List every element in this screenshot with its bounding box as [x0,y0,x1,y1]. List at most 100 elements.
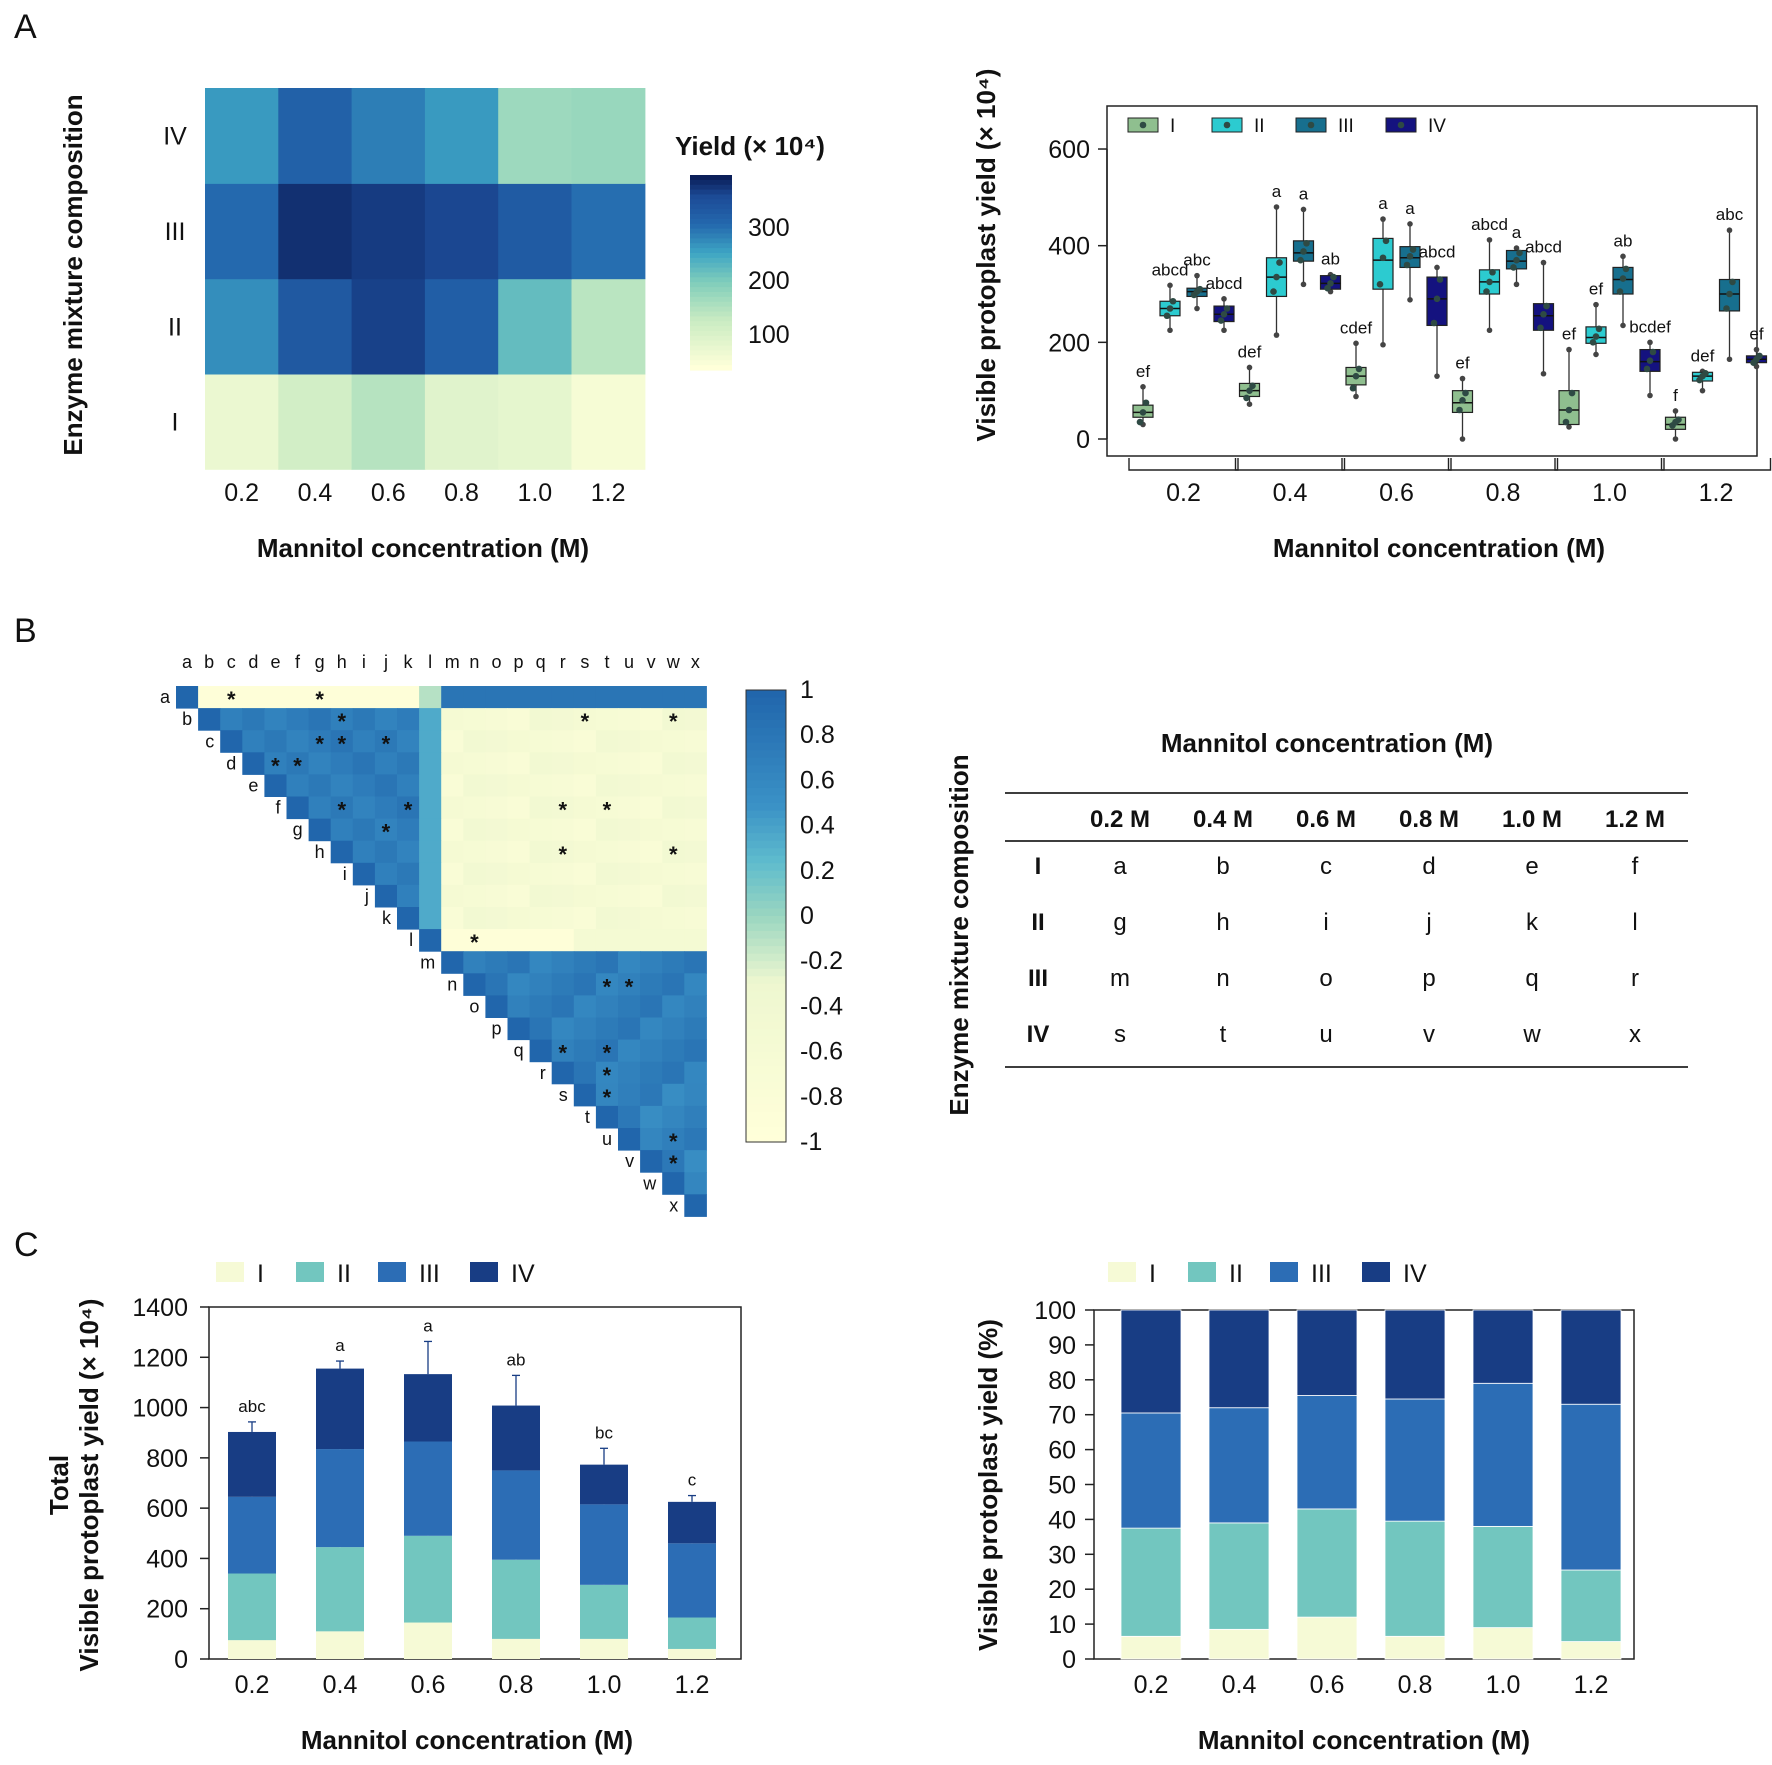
stacked-y-tick-label: 600 [146,1495,188,1523]
stacked-y-axis-title-2: Visible protoplast yield (× 10⁴) [74,1299,104,1672]
colorbar-step [746,1081,786,1090]
box-point [1433,295,1441,303]
correlation-cell [573,951,597,974]
correlation-cell [441,907,464,930]
table-row-label: III [1028,965,1048,992]
correlation-scale-tick: -0.8 [800,1083,843,1111]
correlation-cell [573,708,597,731]
correlation-cell [640,1128,663,1151]
colorbar-step [746,712,786,721]
correlation-cell [485,686,508,709]
colorbar-step [690,253,732,259]
correlation-cell [529,686,553,709]
stacked-y-tick-label: 400 [146,1545,188,1573]
correlation-cell [308,686,332,709]
colorbar-step [690,340,732,347]
correlation-cell [573,774,597,797]
table-cell: k [1526,909,1539,936]
percent-x-tick-label: 0.2 [1134,1671,1169,1699]
correlation-cell [573,796,597,820]
stacked-bar-segment [228,1640,276,1659]
percent-bar-segment [1296,1616,1358,1660]
correlation-cell [551,686,575,709]
table-cell: x [1629,1021,1641,1048]
correlation-cell [684,686,707,709]
panel-label-c: C [14,1226,39,1264]
correlation-cell [286,774,310,797]
correlation-cell [595,1061,619,1085]
colorbar-step [746,1119,786,1128]
box-significance-letter: a [1512,223,1522,242]
percent-bar-segment [1560,1403,1622,1571]
correlation-cell [485,774,508,797]
x-group-bracket [1234,458,1346,471]
correlation-row-label: u [602,1129,612,1149]
box-point [1139,409,1147,416]
heatmap-cell [278,183,353,280]
correlation-cell [618,884,641,908]
colorbar-step [690,204,732,210]
stacked-significance-letter: bc [595,1423,613,1442]
heatmap-col-label: 0.4 [298,479,333,507]
correlation-scale-tick: 0 [800,902,814,930]
box-point [1270,288,1277,295]
stacked-significance-letter: c [688,1471,697,1490]
correlation-cell [662,1061,685,1085]
correlation-cell [264,774,287,797]
correlation-cell [330,818,354,842]
correlation-cell [595,686,619,709]
correlation-cell [662,1105,685,1129]
colorbar-step [746,1074,786,1083]
correlation-cell [374,818,398,842]
box-point [1589,339,1597,346]
correlation-col-label: u [624,652,634,672]
x-group-bracket [1660,458,1772,471]
heatmap-col-label: 1.2 [591,479,626,507]
percent-y-tick-label: 0 [1062,1646,1076,1674]
boxplot-legend-label: I [1170,116,1175,137]
correlation-scale-tick: -0.2 [800,947,843,975]
heatmap-legend-tick: 100 [748,321,790,349]
significance-star: * [382,820,391,845]
correlation-cell [640,1150,663,1173]
heatmap-cell [205,183,279,280]
legend-swatch [216,1262,244,1282]
colorbar-step [746,1066,786,1075]
correlation-cell [352,708,376,731]
box-whisker-end [1407,221,1413,227]
colorbar-step [746,833,786,842]
box-significance-letter: abcd [1206,274,1243,293]
correlation-scale-tick: -0.6 [800,1038,843,1066]
correlation-col-label: s [580,652,589,672]
correlation-cell [595,730,619,753]
correlation-cell [551,973,575,996]
percent-bar-segment [1384,1398,1446,1522]
colorbar-frame [745,689,787,1143]
box-whisker-end [1540,259,1547,266]
table-cell: l [1632,909,1637,936]
significance-star: * [382,731,391,756]
box-point [1376,281,1384,288]
correlation-cell [374,686,398,709]
correlation-cell [551,840,575,864]
correlation-cell [640,774,663,797]
box-point [1220,311,1228,318]
correlation-cell [529,862,553,886]
correlation-cell [286,686,310,709]
correlation-cell [551,818,575,842]
correlation-cell [485,752,508,775]
correlation-scale-tick: 0.8 [800,721,835,749]
correlation-cell [551,752,575,775]
correlation-cell [640,995,663,1018]
correlation-cell [441,929,464,952]
correlation-cell [662,1150,685,1173]
box-significance-letter: a [1272,182,1282,201]
correlation-cell [419,862,442,886]
correlation-cell [198,708,221,731]
box-significance-letter: f [1673,386,1678,405]
percent-y-tick-label: 90 [1048,1332,1076,1360]
box-point [1303,239,1310,247]
table-cell: v [1423,1021,1435,1048]
correlation-cell [463,840,486,864]
percent-y-tick-label: 100 [1034,1297,1076,1325]
